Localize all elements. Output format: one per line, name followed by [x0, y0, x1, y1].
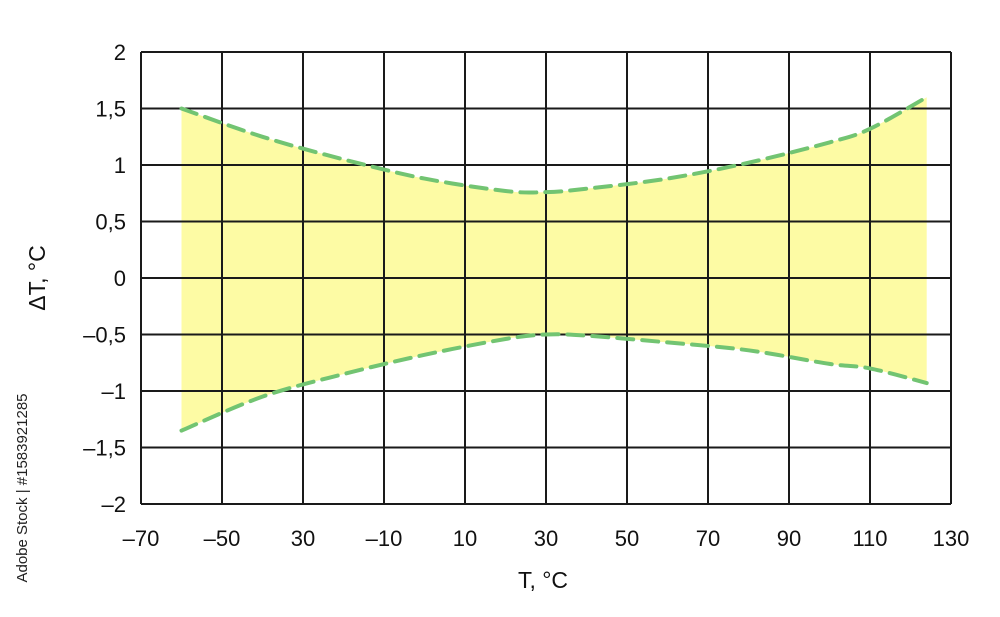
series-layer [179, 95, 929, 433]
y-tick-label: 2 [114, 40, 126, 65]
y-tick-label: 1,5 [95, 97, 126, 122]
x-tick-label: –50 [204, 526, 241, 551]
y-tick-label: –1,5 [83, 436, 126, 461]
fill-layer [181, 97, 927, 431]
x-tick-label: 110 [852, 526, 887, 551]
x-tick-label: 70 [696, 526, 720, 551]
y-tick-label: 0,5 [95, 210, 126, 235]
tick-label-layer: –70 –50 30 –10 10 30 50 70 90 110 130 2 1,5 1 0,5 0 –0,5… [83, 40, 969, 551]
tolerance-band-fill [181, 97, 927, 431]
x-tick-label: –10 [366, 526, 403, 551]
x-tick-label: 10 [453, 526, 477, 551]
grid-layer [140, 51, 952, 505]
series-line-lower-bound [179, 332, 929, 433]
x-tick-label: 30 [534, 526, 558, 551]
y-tick-label: –2 [102, 492, 126, 517]
x-tick-label: –70 [123, 526, 160, 551]
series-line-upper-bound [179, 95, 929, 195]
x-tick-label: 50 [615, 526, 639, 551]
x-axis-title: T, °C [518, 567, 568, 593]
y-tick-label: –0,5 [83, 323, 126, 348]
y-tick-label: 0 [114, 266, 126, 291]
y-axis-title: ΔT, °C [24, 245, 50, 310]
watermark-side-text: Adobe Stock | #1583921285 [14, 393, 31, 582]
y-tick-label: 1 [114, 153, 126, 178]
x-tick-label: 90 [777, 526, 801, 551]
x-tick-label: 130 [933, 526, 970, 551]
y-tick-label: –1 [102, 379, 126, 404]
x-tick-label: 30 [291, 526, 315, 551]
